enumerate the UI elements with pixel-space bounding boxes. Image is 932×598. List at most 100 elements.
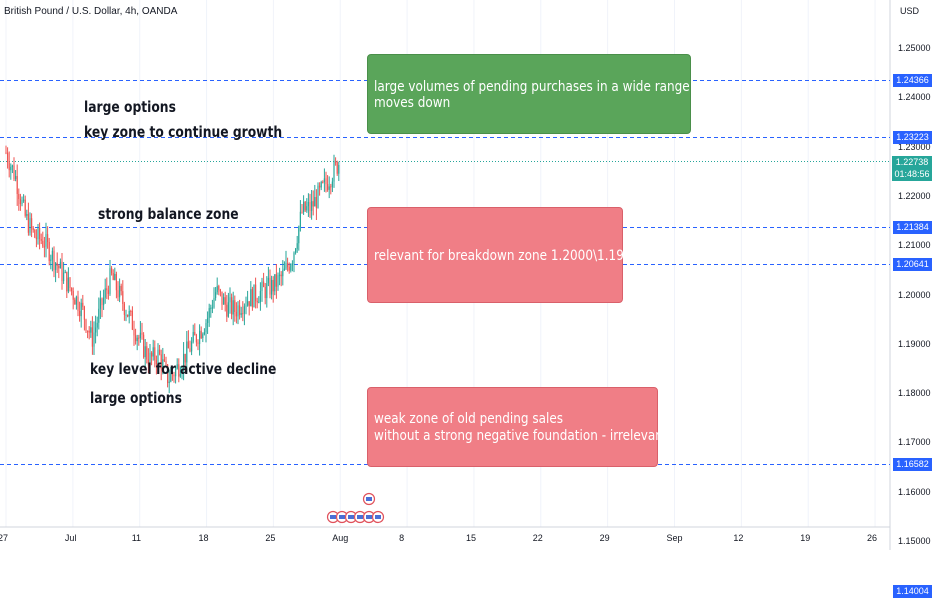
red-box-middle[interactable]: relevant for breakdown zone 1.2000\1.195…	[367, 207, 639, 303]
economic-events	[326, 492, 385, 524]
candle-body	[95, 327, 97, 333]
candle-body	[266, 283, 268, 299]
candle-body	[82, 302, 84, 307]
candle-body	[154, 347, 156, 361]
candle-body	[8, 162, 10, 171]
candle-body	[165, 361, 167, 365]
candle-body	[184, 353, 186, 363]
price-chart[interactable]	[0, 0, 932, 550]
candle-body	[197, 342, 199, 344]
candle-body	[39, 227, 41, 239]
price-tick: 1.25000	[898, 43, 931, 53]
candle-body	[295, 248, 297, 253]
candle-body	[24, 199, 26, 216]
candle-body	[155, 360, 157, 365]
candle-body	[216, 286, 218, 293]
price-tick: 1.17000	[898, 437, 931, 448]
candle-body	[40, 238, 42, 241]
candle-body	[104, 288, 106, 298]
candle-body	[290, 265, 292, 271]
candles	[5, 145, 340, 394]
candle-body	[35, 237, 37, 240]
candle-body	[314, 197, 316, 207]
candle-body	[253, 284, 255, 308]
candle-body	[13, 165, 15, 180]
candle-body	[88, 330, 90, 333]
candle-body	[322, 181, 324, 183]
candle-body	[171, 373, 173, 375]
candle-body	[106, 288, 108, 291]
candle-body	[43, 246, 45, 248]
candle-body	[235, 311, 237, 317]
candle-body	[45, 234, 47, 247]
note-large-options-top: large options	[84, 98, 176, 116]
level-tag: 1.21384	[893, 220, 932, 234]
candle-body	[146, 346, 148, 360]
time-tick: 25	[265, 533, 276, 543]
candle-body	[269, 277, 271, 295]
candle-body	[29, 218, 31, 233]
candle-body	[227, 302, 229, 317]
green-box-line2: moves down	[374, 95, 451, 111]
event-flag-icon	[348, 515, 354, 519]
candle-body	[307, 202, 309, 207]
red-box-middle-line1: relevant for breakdown zone 1.2000\1.195…	[374, 248, 640, 264]
candle-body	[328, 186, 330, 190]
candle-body	[298, 226, 300, 244]
candle-body	[87, 330, 89, 332]
candle-body	[131, 311, 133, 330]
candle-body	[173, 374, 175, 377]
candle-body	[191, 341, 193, 352]
candle-body	[85, 319, 87, 331]
candle-body	[136, 337, 138, 342]
candle-body	[203, 332, 205, 335]
candle-body	[159, 349, 161, 355]
candle-body	[117, 290, 119, 298]
candle-body	[123, 303, 125, 315]
candle-body	[200, 330, 202, 339]
candle-body	[56, 263, 58, 266]
candle-body	[309, 202, 311, 211]
candle-body	[61, 261, 63, 282]
candle-body	[272, 279, 274, 292]
candle-body	[315, 197, 317, 208]
candle-body	[10, 166, 12, 171]
candle-body	[72, 291, 74, 300]
time-tick: Sep	[666, 533, 683, 543]
candle-body	[296, 243, 298, 249]
time-tick: 19	[800, 533, 811, 543]
candle-body	[71, 288, 73, 292]
candle-body	[299, 211, 301, 227]
candle-body	[157, 349, 159, 365]
candle-body	[248, 301, 250, 307]
candle-body	[11, 165, 13, 167]
candle-body	[93, 332, 95, 347]
candle-body	[287, 263, 289, 267]
candle-body	[101, 298, 103, 306]
time-tick: 12	[733, 533, 744, 543]
candle-body	[304, 201, 306, 211]
red-box-low[interactable]: weak zone of old pending sales without a…	[367, 387, 668, 467]
event-flag-icon	[330, 515, 336, 519]
candle-body	[319, 185, 321, 188]
candle-body	[74, 299, 76, 305]
candle-body	[255, 284, 257, 301]
candle-body	[267, 277, 269, 284]
candle-body	[53, 250, 55, 270]
green-box[interactable]: large volumes of pending purchases in a …	[367, 54, 691, 134]
candle-body	[163, 359, 165, 362]
time-tick: Jul	[64, 533, 77, 543]
candle-body	[247, 301, 249, 306]
candle-body	[98, 308, 100, 323]
candle-body	[223, 297, 225, 305]
candle-body	[331, 181, 333, 187]
candle-body	[162, 359, 164, 369]
time-tick: 18	[198, 533, 209, 543]
candle-body	[141, 332, 143, 335]
time-tick: 29	[599, 533, 610, 543]
candle-body	[282, 270, 284, 277]
candle-body	[149, 352, 151, 366]
candle-body	[229, 297, 231, 303]
candle-body	[139, 332, 141, 339]
event-flag-icon	[357, 515, 363, 519]
